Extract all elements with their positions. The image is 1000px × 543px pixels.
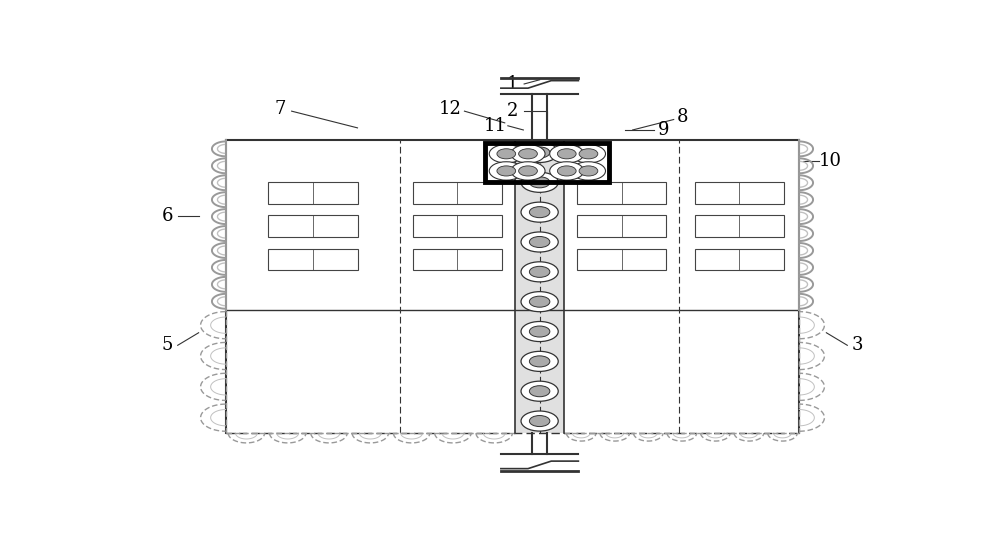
Circle shape [489,162,523,180]
Circle shape [529,415,550,427]
Text: 2: 2 [507,102,518,120]
Circle shape [521,232,558,252]
Circle shape [529,236,550,248]
Circle shape [529,326,550,337]
Circle shape [521,202,558,222]
Bar [268,215,358,237]
Circle shape [521,292,558,312]
Circle shape [557,149,576,159]
Circle shape [579,149,598,159]
Circle shape [550,162,584,180]
Bar [485,142,609,182]
Bar [577,215,666,237]
Circle shape [529,266,550,277]
Bar [413,215,502,237]
Circle shape [521,172,558,192]
Text: 3: 3 [852,336,863,354]
Circle shape [571,162,606,180]
Circle shape [521,321,558,342]
Bar [413,249,502,270]
Circle shape [497,149,516,159]
Text: 12: 12 [439,100,462,118]
Bar [695,182,784,204]
Text: 7: 7 [274,100,286,118]
Circle shape [529,207,550,218]
Circle shape [489,144,523,163]
Text: 11: 11 [484,117,507,135]
Circle shape [529,356,550,367]
Text: 8: 8 [677,109,689,127]
Circle shape [521,381,558,401]
Bar [268,249,358,270]
Circle shape [521,142,558,162]
Circle shape [511,144,545,163]
Bar [413,182,502,204]
Circle shape [529,147,550,158]
Circle shape [521,411,558,431]
Bar [695,249,784,270]
Circle shape [519,166,537,176]
Bar [577,182,666,204]
Circle shape [521,351,558,371]
Text: 6: 6 [162,207,173,225]
Text: 9: 9 [658,121,669,139]
Circle shape [557,166,576,176]
Circle shape [511,162,545,180]
Circle shape [519,149,537,159]
Bar [515,141,564,433]
Circle shape [529,386,550,397]
Text: 5: 5 [162,336,173,354]
Bar [577,249,666,270]
Bar [695,215,784,237]
Circle shape [571,144,606,163]
Circle shape [579,166,598,176]
Text: 1: 1 [507,75,518,93]
Circle shape [497,166,516,176]
Circle shape [550,144,584,163]
Circle shape [529,177,550,188]
Circle shape [521,262,558,282]
Circle shape [529,296,550,307]
Text: 10: 10 [819,153,842,171]
Bar [268,182,358,204]
